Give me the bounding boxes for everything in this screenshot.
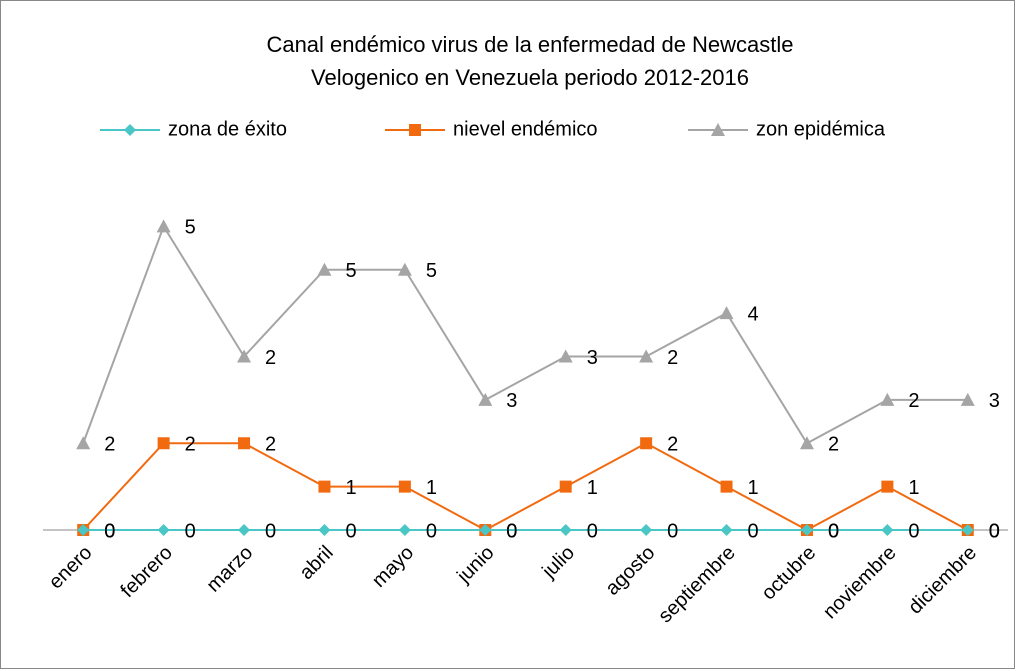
data-label: 0	[104, 520, 115, 542]
data-label: 0	[748, 520, 759, 542]
data-label: 0	[989, 520, 1000, 542]
data-label: 5	[426, 260, 437, 282]
marker	[76, 436, 91, 450]
data-label: 0	[828, 520, 839, 542]
marker	[799, 436, 814, 450]
marker	[559, 480, 572, 493]
data-label: 3	[506, 390, 517, 412]
data-label: 0	[426, 520, 437, 542]
marker	[156, 219, 171, 233]
marker	[478, 392, 493, 406]
data-label: 0	[908, 520, 919, 542]
data-label: 1	[587, 477, 598, 499]
marker	[238, 437, 251, 450]
data-label: 2	[667, 434, 678, 456]
marker	[157, 437, 170, 450]
data-label: 1	[345, 477, 356, 499]
data-label: 2	[908, 390, 919, 412]
marker	[318, 480, 331, 493]
data-label: 3	[989, 390, 1000, 412]
marker	[881, 480, 894, 493]
data-label: 5	[185, 217, 196, 239]
legend-label: zona de éxito	[168, 118, 287, 140]
data-label: 2	[185, 434, 196, 456]
data-label: 1	[908, 477, 919, 499]
data-label: 0	[506, 520, 517, 542]
marker	[409, 124, 421, 136]
data-label: 2	[828, 434, 839, 456]
data-label: 0	[185, 520, 196, 542]
series-line	[82, 442, 969, 532]
marker	[719, 306, 734, 320]
data-label: 1	[426, 477, 437, 499]
data-label: 2	[265, 434, 276, 456]
marker	[124, 124, 136, 136]
data-label: 2	[667, 347, 678, 369]
legend-label: nievel endémico	[453, 118, 598, 140]
data-label: 3	[587, 347, 598, 369]
marker	[479, 524, 492, 536]
marker	[881, 524, 894, 536]
series-line	[82, 224, 968, 445]
marker	[711, 123, 725, 136]
marker	[317, 262, 332, 276]
marker	[397, 262, 412, 276]
marker	[640, 524, 653, 536]
data-label: 0	[506, 520, 517, 542]
marker	[558, 349, 573, 363]
data-label: 0	[587, 520, 598, 542]
marker	[559, 524, 572, 536]
data-label: 4	[748, 303, 759, 325]
marker	[238, 524, 251, 536]
chart-title: Velogenico en Venezuela periodo 2012-201…	[311, 65, 749, 90]
marker	[640, 437, 653, 450]
marker	[157, 524, 170, 536]
marker	[398, 480, 411, 493]
marker	[800, 524, 813, 536]
marker	[398, 524, 411, 536]
marker	[720, 524, 733, 536]
marker	[720, 480, 733, 493]
data-label: 0	[989, 520, 1000, 542]
data-label: 1	[748, 477, 759, 499]
data-label: 0	[667, 520, 678, 542]
legend-label: zon epidémica	[756, 118, 886, 140]
data-label: 0	[345, 520, 356, 542]
data-label: 2	[104, 434, 115, 456]
data-label: 0	[265, 520, 276, 542]
marker	[237, 349, 252, 363]
data-label: 5	[345, 260, 356, 282]
marker	[77, 524, 90, 536]
chart-title: Canal endémico virus de la enfermedad de…	[266, 32, 793, 57]
marker	[960, 392, 975, 406]
marker	[318, 524, 331, 536]
data-label: 0	[828, 520, 839, 542]
marker	[880, 392, 895, 406]
data-label: 2	[265, 347, 276, 369]
marker	[961, 524, 974, 536]
data-label: 0	[104, 520, 115, 542]
marker	[639, 349, 654, 363]
